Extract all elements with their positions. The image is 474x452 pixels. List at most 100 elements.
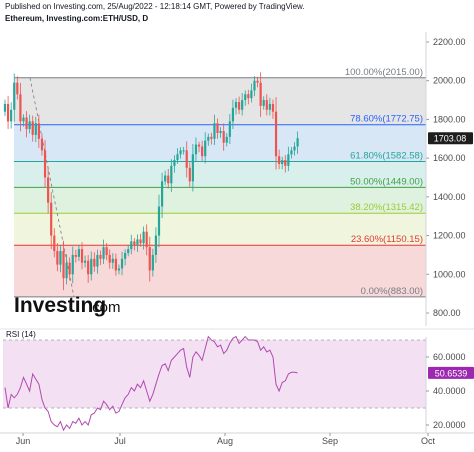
candle-body (204, 140, 207, 157)
logo-suffix: .com (88, 299, 121, 316)
candle-body (102, 247, 105, 259)
price-tick-label: 800.00 (433, 308, 461, 318)
fibonacci-retracement: 100.00%(2015.00) 78.60%(1772.75) 61.80%(15… (14, 67, 426, 298)
candle-body (287, 154, 290, 166)
candle-body (3, 103, 7, 112)
price-axis: 800.00 1000.00 1200.00 1400.00 1600.00 1800.0… (425, 32, 473, 326)
candle-body (19, 94, 22, 122)
fib-band (14, 77, 426, 125)
price-tick-label: 1200.00 (433, 231, 466, 241)
rsi-band (3, 340, 426, 408)
candle-body (151, 254, 154, 271)
candle-body (71, 254, 74, 275)
candle-body (259, 82, 262, 106)
candle-body (274, 111, 278, 157)
candle-body (83, 260, 87, 263)
candle-body (237, 102, 241, 110)
candle-body (271, 103, 275, 112)
price-tick-label: 1400.00 (433, 192, 466, 202)
candle-body (111, 258, 114, 263)
fib-band (14, 124, 426, 162)
candle-body (231, 107, 235, 122)
candle-body (247, 94, 250, 99)
candlesticks (3, 72, 299, 291)
candle-body (207, 136, 210, 141)
candle-body (241, 100, 244, 110)
candle-body (182, 150, 185, 152)
candle-body (173, 160, 176, 166)
candle-body (50, 202, 53, 236)
fib-level-label: 61.80%(1582.58) (350, 151, 423, 162)
rsi-value-label: 50.6539 (435, 368, 468, 378)
date-tick-label: Sep (322, 436, 338, 446)
candle-body (222, 131, 225, 143)
date-tick-label: Jul (114, 436, 126, 446)
candle-body (56, 251, 59, 265)
candle-body (262, 100, 265, 106)
candle-body (145, 231, 148, 248)
candle-body (68, 262, 71, 275)
candle-body (22, 117, 25, 122)
fib-band (14, 213, 426, 246)
candle-body (234, 102, 238, 108)
candle-body (31, 121, 34, 135)
candle-body (120, 258, 124, 269)
rsi-line (4, 335, 298, 432)
candle-body (293, 146, 296, 151)
candle-body (13, 82, 16, 110)
published-caption: Published on Investing.com, 25/Aug/2022 … (5, 2, 305, 11)
fib-level-label: 100.00%(2015.00) (345, 67, 423, 78)
candle-body (154, 235, 158, 255)
candle-body (250, 90, 253, 99)
candle-body (90, 258, 93, 275)
investing-logo: Investing .com (14, 294, 121, 317)
candle-body (256, 80, 259, 83)
candle-body (43, 150, 47, 178)
candle-body (130, 241, 133, 250)
candle-body (117, 268, 121, 271)
fib-level-label: 50.00%(1449.00) (350, 176, 423, 187)
candle-body (164, 175, 167, 182)
candle-body (281, 160, 284, 164)
candle-body (185, 150, 188, 168)
price-tick-label: 1600.00 (433, 153, 466, 163)
candle-body (80, 249, 84, 263)
candle-body (290, 150, 293, 155)
date-tick-label: Jun (16, 436, 31, 446)
rsi-tick-label: 60.0000 (433, 352, 466, 362)
candle-body (96, 254, 99, 267)
candle-body (216, 123, 219, 133)
candle-body (53, 235, 56, 252)
candle-body (142, 231, 145, 244)
price-tick-label: 2000.00 (433, 76, 466, 86)
candle-body (16, 82, 19, 95)
candle-body (219, 131, 222, 133)
candle-body (265, 100, 268, 110)
candle-body (47, 177, 50, 203)
candle-body (170, 165, 173, 184)
candle-body (148, 247, 151, 271)
candle-body (197, 144, 201, 147)
candle-body (28, 121, 31, 130)
logo-wordmark: Investing (14, 294, 106, 317)
candle-body (284, 160, 287, 166)
candle-body (114, 258, 117, 271)
last-price-label: 1703.08 (434, 134, 467, 144)
candle-body (59, 251, 62, 265)
candle-body (99, 254, 102, 259)
candle-body (176, 154, 179, 161)
candle-body (133, 241, 136, 246)
fib-band (14, 161, 426, 188)
candle-body (253, 80, 256, 91)
fib-level-label: 23.60%(1150.15) (351, 234, 423, 245)
candle-body (136, 239, 139, 246)
candle-body (179, 150, 182, 155)
rsi-tick-label: 20.0000 (433, 420, 466, 430)
candle-body (87, 260, 90, 275)
candle-body (6, 103, 10, 122)
candle-body (139, 239, 142, 244)
candle-body (40, 138, 44, 151)
candle-body (201, 146, 204, 157)
candle-body (124, 252, 127, 259)
